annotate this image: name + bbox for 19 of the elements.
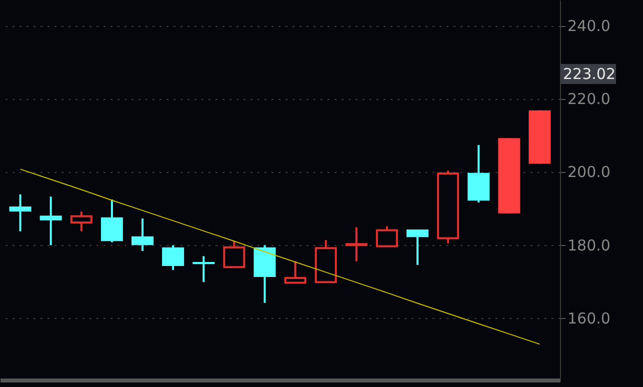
y-tick-label: 200.0 bbox=[568, 163, 610, 182]
candlestick bbox=[162, 244, 184, 272]
candlestick bbox=[345, 226, 368, 262]
candlestick bbox=[284, 260, 306, 284]
candlestick bbox=[132, 218, 154, 252]
y-tick-label: 220.0 bbox=[568, 90, 610, 108]
candlestick bbox=[70, 210, 92, 232]
candlestick bbox=[192, 255, 215, 284]
y-tick-label: 180.0 bbox=[568, 236, 610, 254]
line-series bbox=[20, 168, 540, 345]
candlestick bbox=[100, 198, 123, 244]
y-tick-label: 240.0 bbox=[568, 17, 610, 36]
text: 223.02 bbox=[563, 65, 616, 83]
candlestick bbox=[9, 193, 32, 232]
candlestick bbox=[223, 240, 246, 268]
candlestick bbox=[40, 196, 62, 246]
candlestick bbox=[376, 225, 398, 248]
y-tick-label: 160.0 bbox=[568, 309, 610, 328]
candlestick bbox=[406, 228, 428, 266]
